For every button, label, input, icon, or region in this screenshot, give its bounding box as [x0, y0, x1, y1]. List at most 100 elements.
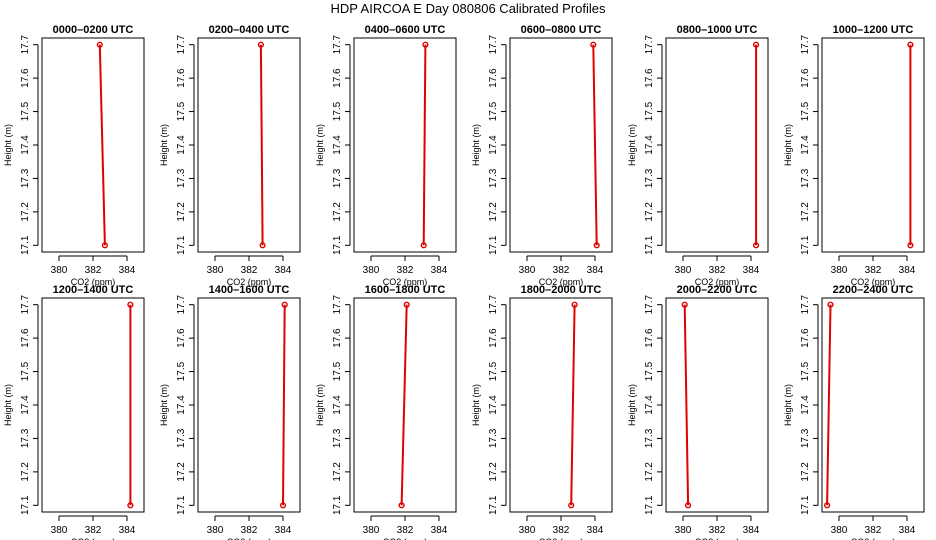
profile-line [826, 304, 832, 506]
x-tick-label: 380 [51, 265, 68, 276]
y-axis-label: Height (m) [159, 124, 169, 166]
y-tick-label: 17.6 [332, 328, 343, 348]
x-tick-label: 380 [363, 525, 380, 536]
y-axis-label: Height (m) [315, 384, 325, 426]
y-axis-label: Height (m) [471, 384, 481, 426]
y-tick-label: 17.4 [800, 135, 811, 155]
y-tick-label: 17.2 [800, 202, 811, 222]
data-point [590, 41, 597, 48]
y-tick-label: 17.6 [488, 68, 499, 88]
x-axis-label: CO2 (ppm) [539, 537, 584, 540]
y-tick-label: 17.2 [644, 202, 655, 222]
y-tick-label: 17.3 [176, 428, 187, 448]
profile-line [683, 304, 690, 506]
y-tick-label: 17.6 [20, 68, 31, 88]
y-axis-label: Height (m) [783, 124, 793, 166]
x-tick-label: 384 [587, 525, 604, 536]
y-tick-label: 17.7 [332, 35, 343, 55]
y-tick-label: 17.1 [332, 235, 343, 255]
x-tick-label: 384 [743, 525, 760, 536]
y-tick-label: 17.3 [800, 168, 811, 188]
y-tick-label: 17.5 [176, 361, 187, 381]
x-tick-label: 380 [519, 265, 536, 276]
y-tick-label: 17.5 [332, 101, 343, 121]
y-tick-label: 17.1 [20, 495, 31, 515]
panel-title: 0400–0600 UTC [365, 24, 446, 36]
x-tick-label: 382 [865, 525, 882, 536]
x-axis-label: CO2 (ppm) [539, 277, 584, 287]
y-tick-label: 17.6 [20, 328, 31, 348]
x-tick-label: 384 [743, 265, 760, 276]
y-tick-label: 17.2 [332, 462, 343, 482]
data-point [281, 301, 288, 308]
x-tick-label: 382 [553, 525, 570, 536]
x-tick-label: 380 [831, 265, 848, 276]
panel-title: 1400–1600 UTC [209, 284, 290, 296]
y-tick-label: 17.3 [644, 428, 655, 448]
figure-title: HDP AIRCOA E Day 080806 Calibrated Profi… [330, 1, 606, 16]
x-tick-label: 380 [675, 265, 692, 276]
y-tick-label: 17.2 [176, 202, 187, 222]
y-tick-label: 17.2 [800, 462, 811, 482]
y-axis-label: Height (m) [471, 124, 481, 166]
y-tick-label: 17.1 [800, 495, 811, 515]
y-tick-label: 17.5 [488, 361, 499, 381]
x-tick-label: 384 [899, 265, 916, 276]
y-tick-label: 17.2 [176, 462, 187, 482]
y-tick-label: 17.3 [488, 428, 499, 448]
y-tick-label: 17.2 [332, 202, 343, 222]
y-tick-label: 17.4 [176, 395, 187, 415]
y-tick-label: 17.4 [488, 135, 499, 155]
x-axis-label: CO2 (ppm) [383, 277, 428, 287]
x-axis-label: CO2 (ppm) [227, 277, 272, 287]
data-point [420, 242, 427, 249]
x-tick-label: 380 [207, 525, 224, 536]
data-point [593, 242, 600, 249]
x-tick-label: 384 [275, 525, 292, 536]
profile-line [400, 304, 408, 506]
y-tick-label: 17.1 [176, 495, 187, 515]
panel-title: 1200–1400 UTC [53, 284, 134, 296]
x-axis-label: CO2 (ppm) [851, 537, 896, 540]
y-tick-label: 17.3 [332, 168, 343, 188]
panel-title: 0200–0400 UTC [209, 24, 290, 36]
y-tick-label: 17.7 [800, 295, 811, 315]
x-tick-label: 384 [119, 265, 136, 276]
x-tick-label: 382 [241, 265, 258, 276]
panel-title: 0000–0200 UTC [53, 24, 134, 36]
x-tick-label: 382 [85, 525, 102, 536]
x-tick-label: 382 [85, 265, 102, 276]
data-point [259, 242, 266, 249]
x-tick-label: 380 [207, 265, 224, 276]
y-tick-label: 17.7 [20, 295, 31, 315]
plot-frame [41, 37, 145, 253]
y-tick-label: 17.1 [488, 495, 499, 515]
y-tick-label: 17.5 [332, 361, 343, 381]
y-tick-label: 17.7 [176, 35, 187, 55]
y-tick-label: 17.2 [488, 462, 499, 482]
x-tick-label: 382 [709, 525, 726, 536]
plot-frame [353, 297, 457, 513]
data-point [684, 502, 692, 509]
data-point [127, 502, 134, 509]
y-tick-label: 17.5 [20, 101, 31, 121]
panel-title: 1000–1200 UTC [833, 24, 914, 36]
y-tick-label: 17.6 [176, 68, 187, 88]
x-tick-label: 380 [51, 525, 68, 536]
y-tick-label: 17.6 [488, 328, 499, 348]
y-tick-label: 17.7 [644, 35, 655, 55]
y-tick-label: 17.3 [20, 168, 31, 188]
profile-line [570, 304, 576, 506]
y-axis-label: Height (m) [315, 124, 325, 166]
y-tick-label: 17.1 [176, 235, 187, 255]
plot-frame [197, 37, 301, 253]
x-tick-label: 380 [519, 525, 536, 536]
